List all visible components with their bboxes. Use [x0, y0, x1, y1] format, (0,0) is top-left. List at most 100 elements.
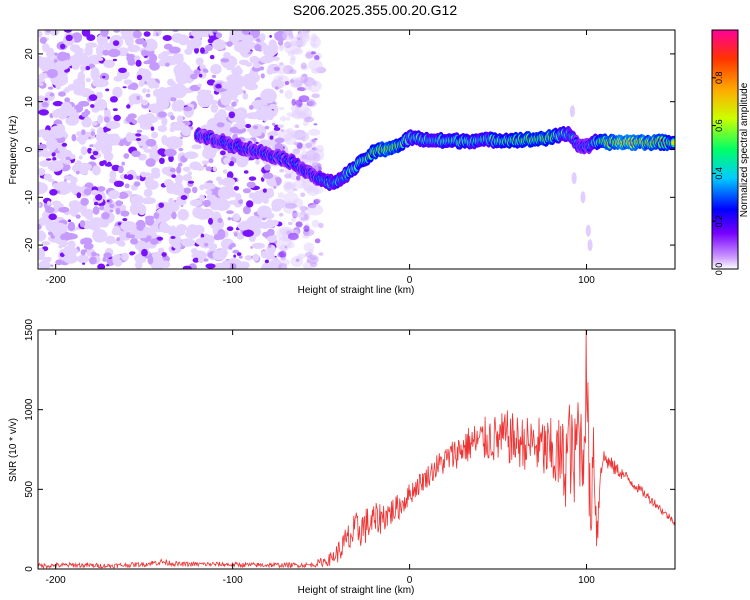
noise-blob [215, 32, 223, 39]
noise-blob [157, 247, 165, 254]
noise-blob [109, 209, 114, 213]
noise-blob [289, 77, 302, 88]
noise-blob [104, 163, 113, 167]
noise-blob [121, 33, 133, 41]
noise-blob [129, 233, 135, 239]
noise-blob [130, 194, 144, 206]
noise-blob [100, 30, 109, 37]
noise-blob [85, 77, 92, 83]
noise-blob [242, 92, 249, 100]
snr-y-tick-label: 0 [24, 566, 35, 572]
noise-blob [239, 112, 243, 118]
noise-blob [56, 107, 69, 120]
noise-blob [257, 205, 272, 218]
spectrogram-x-ticks: -200 -100 0 100 [46, 30, 595, 286]
noise-blob [208, 217, 213, 225]
noise-blob [151, 131, 159, 139]
noise-blob [177, 162, 183, 167]
noise-blob [180, 195, 188, 200]
noise-blob [293, 188, 298, 191]
noise-blob [99, 160, 105, 167]
noise-blob [59, 231, 72, 241]
noise-blob [189, 35, 195, 39]
noise-blob [279, 244, 289, 252]
noise-blob [97, 141, 105, 150]
snr-y-ticks: 0 500 1000 1500 [24, 318, 675, 572]
noise-blob [307, 80, 322, 93]
noise-blob [209, 198, 221, 211]
noise-blob [107, 199, 110, 203]
spectrogram-y-ticks: -20 -10 0 10 20 [24, 48, 675, 252]
noise-blob [129, 251, 135, 256]
noise-blob [78, 100, 90, 107]
noise-blob [63, 253, 78, 264]
noise-blob [105, 120, 121, 130]
noise-blob [264, 259, 269, 264]
noise-blob [134, 261, 143, 269]
noise-blob [192, 257, 200, 263]
noise-blob [54, 52, 58, 56]
noise-blob [121, 72, 129, 80]
noise-blob [80, 146, 88, 156]
ridge-layer [193, 105, 675, 252]
noise-blob [101, 212, 110, 220]
noise-blob [49, 30, 60, 37]
noise-blob [174, 72, 180, 78]
noise-blob [190, 30, 207, 38]
noise-blob [80, 197, 89, 206]
noise-blob [279, 168, 285, 173]
noise-blob [90, 189, 99, 196]
noise-blob [158, 202, 164, 208]
noise-blob [294, 124, 300, 129]
noise-blob [201, 160, 209, 165]
noise-blob [303, 242, 315, 252]
noise-blob [137, 204, 147, 216]
noise-blob [235, 118, 246, 130]
noise-blob [243, 90, 246, 94]
noise-blob [93, 222, 99, 227]
noise-blob [135, 59, 142, 67]
snr-x-ticks: -200 -100 0 100 [46, 330, 595, 586]
noise-blob [245, 123, 252, 129]
noise-blob [145, 138, 157, 147]
noise-blob [164, 136, 183, 150]
noise-blob [84, 110, 91, 115]
spectrogram-x-axis-label: Height of straight line (km) [298, 285, 415, 296]
noise-blob [156, 236, 164, 241]
noise-blob [41, 150, 51, 158]
noise-blob [38, 109, 49, 116]
noise-blob [276, 180, 280, 186]
noise-blob [262, 188, 267, 193]
noise-blob [80, 249, 86, 256]
noise-blob [205, 263, 216, 269]
noise-blob [229, 243, 236, 248]
noise-blob [210, 211, 222, 227]
noise-blob [92, 228, 105, 241]
colorbar-tick-label: 0.2 [714, 215, 724, 228]
noise-blob [254, 108, 272, 121]
noise-blob [311, 162, 321, 168]
spectrogram-y-tick-label: 0 [24, 146, 35, 152]
noise-blob [296, 30, 311, 44]
noise-blob [176, 166, 182, 174]
noise-blob [128, 93, 143, 105]
noise-blob [134, 55, 141, 62]
noise-blob [279, 89, 284, 94]
noise-blob [241, 30, 250, 35]
noise-blob [88, 136, 92, 139]
noise-blob [196, 91, 214, 105]
noise-blob [38, 30, 43, 38]
noise-blob [47, 160, 64, 172]
noise-blob [112, 40, 120, 46]
noise-blob [104, 116, 110, 123]
noise-blob [192, 224, 205, 235]
noise-blob [85, 213, 93, 221]
noise-blob [204, 242, 209, 247]
noise-blob [165, 183, 172, 189]
noise-blob [39, 36, 47, 44]
noise-blob [61, 142, 68, 147]
noise-blob [311, 51, 316, 55]
noise-blob [274, 137, 285, 144]
